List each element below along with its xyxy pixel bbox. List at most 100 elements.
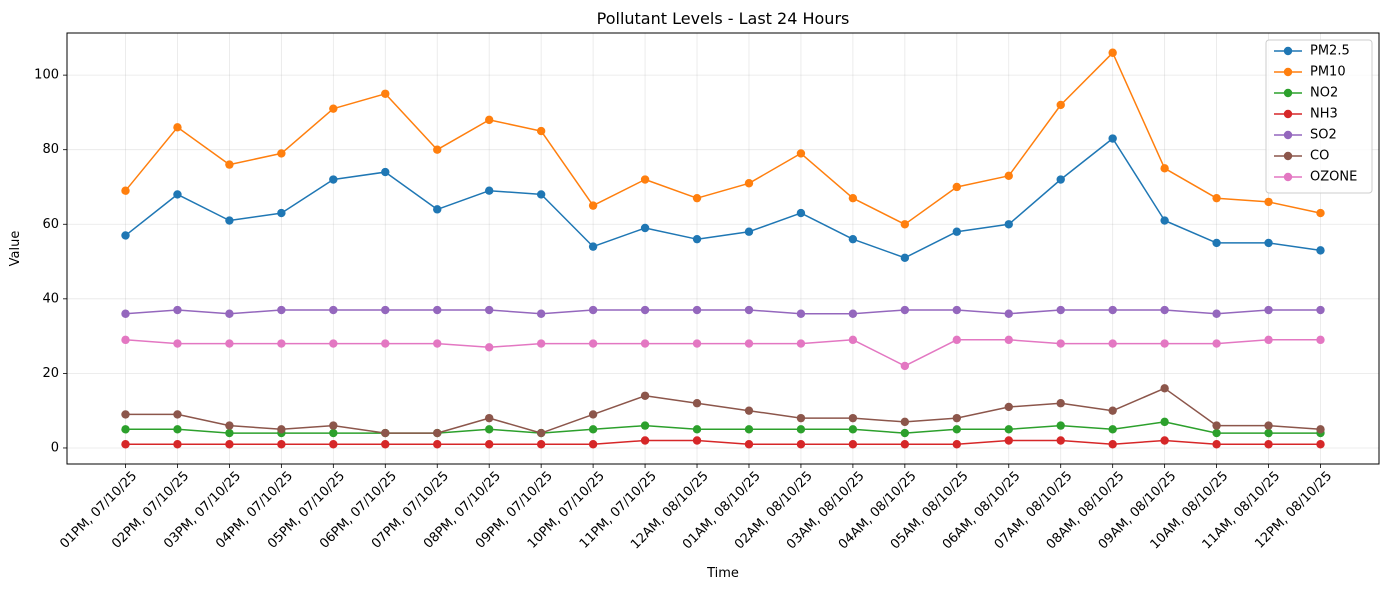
data-point-pm2-5 xyxy=(1160,216,1169,225)
data-point-co xyxy=(952,413,962,423)
data-point-ozone xyxy=(692,339,702,348)
data-point-so2 xyxy=(225,309,234,318)
data-point-so2 xyxy=(692,305,702,315)
data-point-co xyxy=(1108,406,1117,415)
data-point-pm2-5 xyxy=(433,205,442,214)
y-tick-label: 0 xyxy=(51,440,59,455)
data-point-nh3 xyxy=(900,440,910,449)
data-point-so2 xyxy=(173,305,182,315)
data-point-so2 xyxy=(121,309,130,318)
data-point-ozone xyxy=(1056,339,1065,348)
legend-marker-co xyxy=(1283,151,1293,161)
legend-label-co: CO xyxy=(1310,149,1329,164)
data-point-pm2-5 xyxy=(277,208,286,218)
data-point-pm2-5 xyxy=(952,227,962,236)
data-point-pm2-5 xyxy=(588,242,598,251)
legend-marker-ozone xyxy=(1283,172,1293,182)
data-point-ozone xyxy=(1160,339,1169,348)
data-point-so2 xyxy=(796,309,806,318)
data-point-pm10 xyxy=(121,186,130,195)
data-point-co xyxy=(1004,402,1013,412)
data-point-no2 xyxy=(173,425,182,434)
data-point-so2 xyxy=(1108,305,1117,315)
data-point-so2 xyxy=(588,305,598,315)
data-point-ozone xyxy=(536,339,546,348)
data-point-so2 xyxy=(381,305,390,315)
data-point-co xyxy=(433,428,442,438)
data-point-nh3 xyxy=(277,440,286,449)
data-point-so2 xyxy=(900,305,910,315)
legend-marker-pm10 xyxy=(1283,67,1293,77)
data-point-pm10 xyxy=(1160,164,1169,173)
data-point-nh3 xyxy=(536,440,546,449)
data-point-co xyxy=(1316,425,1325,434)
data-point-pm10 xyxy=(952,182,962,192)
y-tick-label: 100 xyxy=(34,68,59,83)
data-point-so2 xyxy=(1212,309,1221,318)
data-point-no2 xyxy=(796,425,806,434)
data-point-co xyxy=(173,410,182,419)
data-point-co xyxy=(329,421,338,430)
series-line-ozone xyxy=(125,339,1321,367)
data-point-co xyxy=(381,428,390,438)
legend-label-no2: NO2 xyxy=(1310,86,1338,101)
data-point-nh3 xyxy=(173,440,182,449)
data-point-ozone xyxy=(277,339,286,348)
data-point-so2 xyxy=(329,305,338,315)
data-point-ozone xyxy=(484,343,494,352)
data-point-no2 xyxy=(1056,421,1065,430)
data-point-so2 xyxy=(744,305,754,315)
data-point-so2 xyxy=(1160,305,1169,315)
data-point-nh3 xyxy=(796,440,806,449)
data-point-nh3 xyxy=(1264,440,1273,449)
data-point-pm2-5 xyxy=(1316,246,1325,255)
data-point-co xyxy=(900,417,910,427)
data-point-pm10 xyxy=(484,115,494,125)
data-point-nh3 xyxy=(484,440,494,449)
data-point-ozone xyxy=(1212,339,1221,348)
data-point-ozone xyxy=(1004,335,1013,345)
data-point-ozone xyxy=(640,339,650,348)
data-point-pm2-5 xyxy=(381,167,390,177)
series-layer xyxy=(121,48,1325,449)
series-line-pm10 xyxy=(124,52,1321,226)
data-point-ozone xyxy=(173,339,182,348)
data-point-so2 xyxy=(1056,305,1065,315)
data-point-pm10 xyxy=(1108,48,1117,57)
data-point-no2 xyxy=(952,425,962,434)
data-point-pm10 xyxy=(692,193,702,203)
data-point-pm2-5 xyxy=(640,223,650,233)
legend-box xyxy=(1265,39,1373,194)
data-point-co xyxy=(796,413,806,423)
data-point-nh3 xyxy=(329,440,338,449)
data-point-pm2-5 xyxy=(1264,238,1273,248)
data-point-co xyxy=(744,406,754,415)
legend-marker-no2 xyxy=(1283,88,1293,98)
data-point-ozone xyxy=(329,339,338,348)
data-point-pm10 xyxy=(640,175,650,184)
data-point-co xyxy=(640,391,650,400)
data-point-so2 xyxy=(952,305,962,315)
data-point-no2 xyxy=(1004,425,1013,434)
legend-label-ozone: OZONE xyxy=(1310,170,1357,185)
data-point-so2 xyxy=(484,305,494,315)
data-point-so2 xyxy=(640,305,650,315)
data-point-no2 xyxy=(1264,428,1273,438)
data-point-pm2-5 xyxy=(484,186,494,195)
data-point-pm10 xyxy=(329,104,338,113)
data-point-no2 xyxy=(640,421,650,430)
data-point-nh3 xyxy=(640,436,650,445)
legend-label-pm10: PM10 xyxy=(1310,65,1346,80)
data-point-pm10 xyxy=(1004,171,1013,180)
data-point-co xyxy=(121,410,130,419)
data-point-ozone xyxy=(1316,335,1325,345)
legend-label-pm2-5: PM2.5 xyxy=(1310,44,1350,59)
data-point-nh3 xyxy=(588,440,598,449)
data-point-pm10 xyxy=(1264,197,1273,207)
data-point-nh3 xyxy=(1004,436,1013,445)
legend-label-nh3: NH3 xyxy=(1310,107,1338,122)
y-tick-label: 20 xyxy=(42,366,59,381)
data-point-nh3 xyxy=(1056,436,1065,445)
